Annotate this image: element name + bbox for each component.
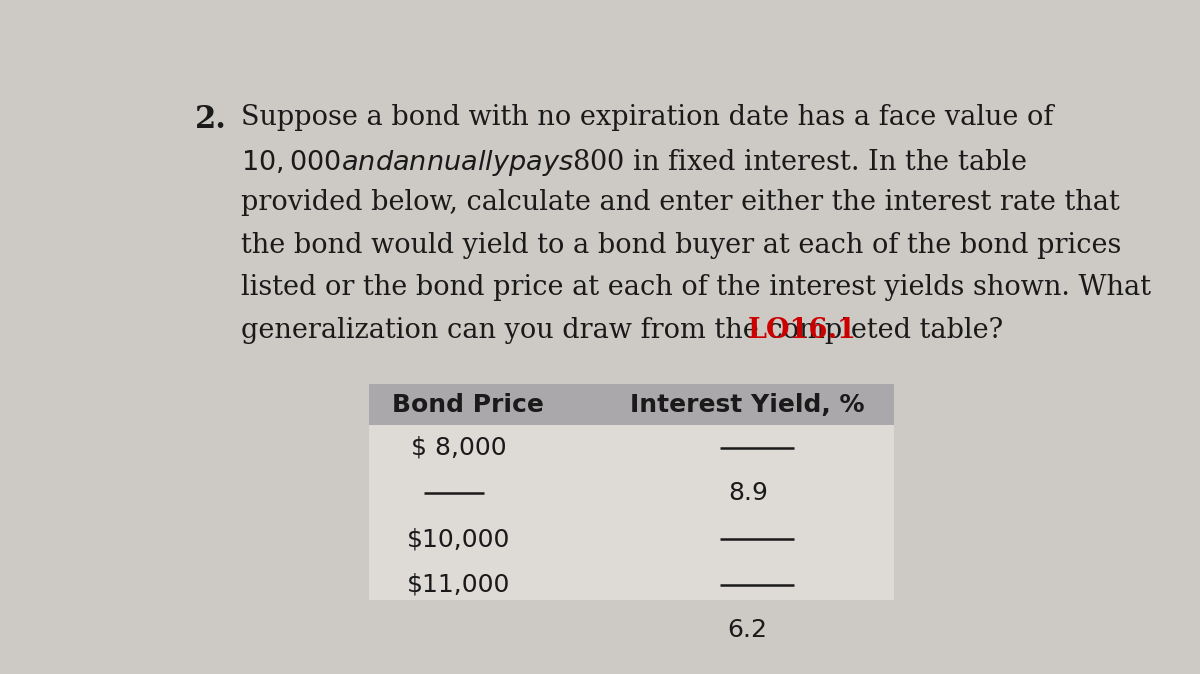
Text: generalization can you draw from the completed table?: generalization can you draw from the com… [241,317,1021,344]
Text: $10,000 and annually pays $800 in fixed interest. In the table: $10,000 and annually pays $800 in fixed … [241,147,1027,178]
Text: $ 8,000: $ 8,000 [410,436,506,460]
Text: Bond Price: Bond Price [392,393,544,417]
Text: the bond would yield to a bond buyer at each of the bond prices: the bond would yield to a bond buyer at … [241,232,1122,259]
Text: listed or the bond price at each of the interest yields shown. What: listed or the bond price at each of the … [241,274,1151,301]
FancyBboxPatch shape [368,384,894,425]
Text: LO16.1: LO16.1 [748,317,857,344]
FancyBboxPatch shape [368,425,894,653]
Text: 6.2: 6.2 [727,619,768,642]
Text: 8.9: 8.9 [727,481,768,506]
Text: provided below, calculate and enter either the interest rate that: provided below, calculate and enter eith… [241,189,1120,216]
Text: 2.: 2. [194,104,227,135]
Text: $10,000: $10,000 [407,527,510,551]
Text: $11,000: $11,000 [407,573,510,596]
Text: Suppose a bond with no expiration date has a face value of: Suppose a bond with no expiration date h… [241,104,1054,131]
Text: Interest Yield, %: Interest Yield, % [630,393,865,417]
